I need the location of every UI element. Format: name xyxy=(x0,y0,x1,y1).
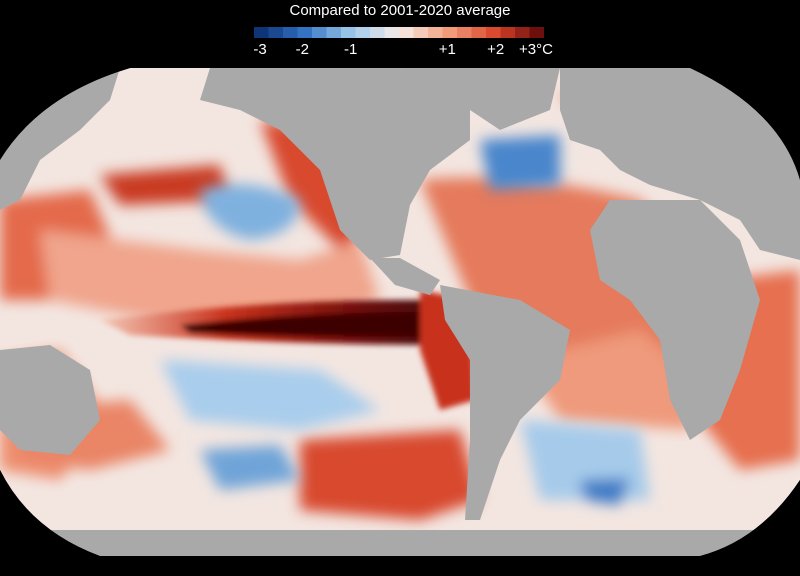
tick-label: -2 xyxy=(295,41,309,58)
tick-label: -1 xyxy=(343,41,358,58)
tick-label: +2 xyxy=(487,41,505,58)
africa xyxy=(590,200,760,440)
scale-swatch xyxy=(457,27,473,38)
el-nino-core xyxy=(180,312,420,337)
tick-label: +1 xyxy=(438,41,456,58)
scale-swatch xyxy=(370,27,386,38)
antarctica xyxy=(0,530,800,556)
tick-label: +3°C xyxy=(519,41,553,58)
scale-swatch xyxy=(399,27,415,38)
ocean-layer xyxy=(0,68,800,556)
scale-swatch xyxy=(515,27,531,38)
scale-swatch xyxy=(486,27,502,38)
kuroshio-warm xyxy=(100,165,230,205)
scale-swatch xyxy=(254,27,270,38)
north-america xyxy=(200,68,470,260)
scale-swatch xyxy=(384,27,400,38)
color-scale-bar xyxy=(254,27,544,38)
gulf-stream-cool xyxy=(480,135,560,190)
south-atlantic-cold-core xyxy=(580,478,630,505)
scale-swatch xyxy=(312,27,328,38)
greenland xyxy=(400,68,560,130)
australia xyxy=(0,345,100,455)
scale-swatch xyxy=(471,27,487,38)
tick-label: -3 xyxy=(253,41,267,58)
scale-swatch xyxy=(283,27,299,38)
scale-swatch xyxy=(355,27,371,38)
scale-swatch xyxy=(413,27,429,38)
legend-title: Compared to 2001-2020 average xyxy=(289,2,511,19)
south-america xyxy=(440,285,570,520)
south-pacific-cool xyxy=(160,360,380,430)
scale-swatch xyxy=(326,27,342,38)
scale-swatch xyxy=(428,27,444,38)
scale-swatch xyxy=(341,27,357,38)
north-pacific-cool xyxy=(200,184,300,240)
south-pacific-warm xyxy=(300,430,480,520)
central-america xyxy=(370,258,440,295)
scale-swatch xyxy=(529,27,544,38)
scale-swatch xyxy=(442,27,458,38)
eurasia xyxy=(560,68,800,260)
color-scale-ticks: -3 -2 -1 +1 +2 +3°C xyxy=(0,41,800,61)
southern-pacific-cool xyxy=(200,445,300,490)
scale-swatch xyxy=(500,27,516,38)
scale-swatch xyxy=(297,27,313,38)
scale-swatch xyxy=(268,27,284,38)
